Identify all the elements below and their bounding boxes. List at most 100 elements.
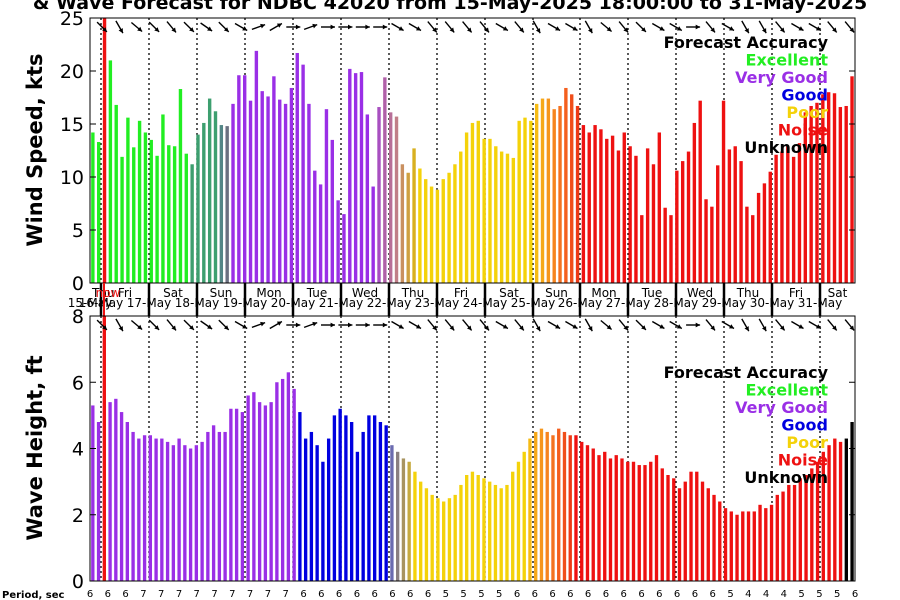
bar (231, 103, 235, 283)
bar (114, 398, 118, 581)
bar (614, 455, 618, 582)
bar (126, 117, 130, 283)
arrow-head (295, 322, 301, 328)
direction-arrow (338, 24, 353, 30)
bar (292, 388, 296, 582)
bar (643, 465, 647, 581)
wave-direction-arrows (96, 318, 855, 332)
bar (626, 461, 630, 581)
bar (177, 438, 181, 581)
bar (710, 206, 714, 283)
chart-title: & Wave Forecast for NDBC 42020 from 15-M… (33, 0, 867, 14)
date-label: 21-May (319, 296, 363, 310)
bar (745, 206, 749, 283)
bar (114, 104, 118, 283)
bar (344, 415, 348, 582)
arrow-head (779, 325, 785, 331)
direction-arrow (686, 322, 701, 328)
period-value: 6 (336, 589, 342, 600)
bar (775, 494, 779, 582)
arrow-head (382, 322, 388, 328)
bar (120, 156, 124, 283)
legend-entry-poor: Poor (786, 103, 828, 122)
date-label: 29-May (702, 296, 746, 310)
bar (419, 481, 423, 582)
bar (330, 139, 334, 283)
bar (194, 445, 199, 581)
bar (628, 146, 632, 283)
direction-arrow (355, 322, 370, 328)
bar (792, 484, 797, 581)
arrow-head (659, 324, 665, 329)
bar (529, 120, 533, 283)
arrow-head (154, 325, 160, 330)
period-value: 5 (443, 589, 449, 600)
bar (733, 146, 737, 283)
date-label: 31-May (798, 296, 842, 310)
direction-arrow (251, 23, 266, 31)
direction-arrow (791, 320, 804, 330)
bar (183, 445, 187, 581)
arrow-head (659, 26, 665, 31)
direction-arrow (462, 319, 473, 331)
arrow-head (242, 324, 248, 329)
bar (97, 142, 101, 283)
bar (143, 132, 148, 283)
period-value: 5 (478, 589, 484, 600)
y-tick-label: 0 (72, 273, 84, 295)
bar (407, 461, 411, 581)
arrow-head (102, 27, 107, 32)
bar (683, 481, 687, 582)
weekday-label: Mon (591, 286, 616, 300)
bar (396, 451, 400, 581)
bar (756, 192, 761, 283)
bar (827, 445, 831, 581)
bar (718, 501, 722, 581)
arrow-head (815, 26, 821, 31)
arrow-head (365, 24, 370, 30)
period-value: 5 (816, 589, 822, 600)
legend-entry-excellent: Excellent (746, 51, 829, 70)
direction-arrow (495, 22, 509, 32)
arrow-head (189, 27, 194, 32)
period-value: 6 (87, 589, 93, 600)
arrow-head (832, 325, 837, 331)
direction-arrow (373, 322, 388, 328)
arrow-head (260, 23, 266, 29)
y-tick-label: 25 (60, 8, 84, 30)
weekday-label: Fri (789, 286, 803, 300)
wave-y-axis-label: Wave Height, ft (23, 355, 47, 540)
date-label: 28-May (654, 296, 698, 310)
weekday-label: Sat (499, 286, 519, 300)
bar (418, 168, 422, 283)
direction-arrow (635, 319, 647, 331)
direction-arrow (427, 21, 438, 33)
bar (727, 149, 732, 283)
bar (616, 150, 621, 283)
bar (102, 316, 106, 581)
period-value: 6 (318, 589, 324, 600)
bar (494, 146, 498, 283)
legend-entry-unknown: Unknown (744, 468, 828, 487)
bar (447, 172, 451, 283)
bar (505, 484, 509, 581)
bar (252, 392, 256, 581)
bar (552, 109, 556, 283)
bar (211, 425, 216, 581)
arrow-head (467, 27, 472, 33)
bar (721, 100, 726, 284)
bar (672, 478, 676, 581)
bar (321, 461, 325, 581)
bar (739, 161, 743, 283)
period-value: 6 (549, 589, 555, 600)
bar (155, 155, 159, 283)
arrow-head (641, 325, 646, 330)
arrow-head (207, 324, 213, 329)
direction-arrow (669, 22, 683, 32)
now-label: now (96, 286, 121, 300)
bar (280, 378, 285, 581)
bar (844, 438, 848, 581)
bar (850, 76, 854, 283)
bar (482, 478, 486, 581)
